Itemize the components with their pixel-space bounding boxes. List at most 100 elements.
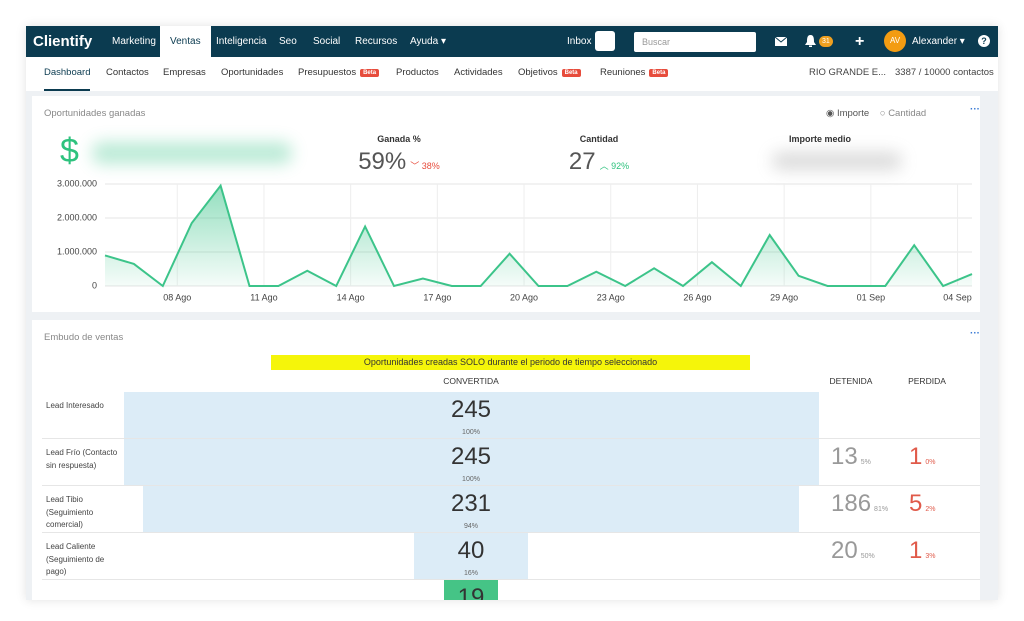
stat-value: 27 ︿ 92% xyxy=(519,148,679,176)
x-tick-label: 01 Sep xyxy=(857,292,886,302)
stage-label: Lead Tibio (Seguimiento comercial) xyxy=(46,495,94,529)
funnel-row: Lead Caliente (Seguimiento de pago) 40 16%… xyxy=(42,533,980,580)
bell-icon[interactable] xyxy=(805,35,816,47)
y-tick-label: 2.000.000 xyxy=(57,212,97,222)
x-tick-label: 08 Ago xyxy=(163,292,191,302)
tab-label: Empresas xyxy=(163,67,206,78)
stage-label: Lead Caliente (Seguimiento de pago) xyxy=(46,542,105,576)
tab-label: Contactos xyxy=(106,67,149,78)
mail-icon[interactable] xyxy=(775,37,787,47)
logo[interactable]: Clientify xyxy=(33,33,93,50)
stopped: 13 5% xyxy=(831,443,871,471)
converted-pct: 100% xyxy=(462,429,480,436)
nav-menu-item[interactable]: Ayuda ▾ xyxy=(410,36,446,47)
stopped-value: 186 xyxy=(831,490,872,517)
avatar[interactable]: AV xyxy=(884,30,906,52)
inbox-icon[interactable] xyxy=(595,31,615,51)
stat-label: Ganada % xyxy=(377,134,421,144)
blurred-amount xyxy=(772,152,902,170)
converted-pct: 100% xyxy=(462,476,480,483)
stopped-value: 20 xyxy=(831,537,858,564)
sub-nav-tab[interactable]: Productos xyxy=(396,57,439,91)
tab-label: Productos xyxy=(396,67,439,78)
nav-menu-item[interactable]: Ventas xyxy=(160,26,211,57)
stopped-pct: 50% xyxy=(860,553,875,560)
stat-change: ︿ 92% xyxy=(599,161,630,171)
beta-badge: Beta xyxy=(360,69,380,77)
stat: Importe medio xyxy=(740,134,900,144)
lost: 1 3% xyxy=(909,537,935,565)
sub-nav-tab[interactable]: Objetivos Beta xyxy=(518,57,581,91)
nav-menu-item[interactable]: Inteligencia xyxy=(216,36,267,47)
radio[interactable]: ◉ Importe xyxy=(826,108,870,119)
stopped: 20 50% xyxy=(831,537,875,565)
tab-label: Dashboard xyxy=(44,67,91,78)
help-icon[interactable]: ? xyxy=(978,35,990,47)
more-menu[interactable]: ··· xyxy=(970,328,980,339)
sub-nav-tab[interactable]: Actividades xyxy=(454,57,503,91)
search-input[interactable]: Buscar xyxy=(634,32,756,52)
nav-menu-item[interactable]: Recursos xyxy=(355,36,398,47)
notification-badge: 31 xyxy=(819,36,833,47)
currency-icon: $ xyxy=(60,132,79,170)
account-name: RIO GRANDE E... xyxy=(809,67,887,78)
column-header: CONVERTIDA xyxy=(443,376,499,386)
lost-pct: 2% xyxy=(925,506,936,513)
beta-badge: Beta xyxy=(649,69,669,77)
stage-label: Lead Interesado xyxy=(46,401,104,410)
stat-value: 59% ﹀ 38% xyxy=(319,148,479,176)
x-tick-label: 11 Ago xyxy=(250,292,277,302)
column-header: DETENIDA xyxy=(829,376,873,386)
stopped: 186 81% xyxy=(831,490,888,518)
inbox[interactable]: Inbox xyxy=(567,36,592,47)
more-menu[interactable]: ··· xyxy=(970,104,980,115)
lost-pct: 0% xyxy=(925,459,936,466)
stat-number: 59% xyxy=(358,148,407,175)
won-panel: Oportunidades ganadas ◉ Importe ○ Cantid… xyxy=(32,96,980,312)
converted-pct: 16% xyxy=(463,570,478,577)
nav-menu-item[interactable]: Social xyxy=(313,36,341,47)
tab-label: Oportunidades xyxy=(221,67,284,78)
x-tick-label: 17 Ago xyxy=(423,292,451,302)
stat-number: 27 xyxy=(568,148,596,175)
funnel-row: Lead Interesado 245 100% xyxy=(42,392,980,439)
funnel-row: Lead Tibio (Seguimiento comercial) 231 94%… xyxy=(42,486,980,533)
funnel-bar xyxy=(123,392,819,438)
notice-banner: Oportunidades creadas SOLO durante el pe… xyxy=(271,355,750,370)
line xyxy=(104,183,973,288)
nav-menu-item[interactable]: Seo xyxy=(279,36,297,47)
sub-nav-tab[interactable]: Empresas xyxy=(163,57,206,91)
chart: 0 1.000.000 2.000.000 3.000.000 08 Ago 11 Ago… xyxy=(57,178,973,302)
sub-nav-tab[interactable]: Presupuestos Beta xyxy=(298,57,380,91)
sub-nav-tab[interactable]: Dashboard xyxy=(44,57,91,91)
funnel-row: 19 xyxy=(42,580,980,600)
x-tick-label: 20 Ago xyxy=(510,292,538,302)
tab-label: Reuniones xyxy=(600,67,646,78)
funnel-bar xyxy=(123,439,819,485)
converted-pct: 94% xyxy=(463,523,478,530)
contacts-count: 3387 / 10000 contactos xyxy=(895,67,994,78)
sub-nav-tab[interactable]: Oportunidades xyxy=(221,57,283,91)
lost-value: 5 xyxy=(909,490,923,517)
add-icon[interactable]: + xyxy=(855,33,865,50)
stat-change: ﹀ 38% xyxy=(410,161,440,171)
radio-label: Importe xyxy=(836,108,870,119)
sub-nav-tab[interactable]: Reuniones Beta xyxy=(600,57,669,91)
stage-label: Lead Frío (Contacto sin respuesta) xyxy=(46,448,118,470)
x-tick-label: 04 Sep xyxy=(943,292,972,302)
radio-label: Cantidad xyxy=(888,108,927,119)
panel-title: Embudo de ventas xyxy=(44,332,124,343)
stopped-value: 13 xyxy=(831,443,858,470)
funnel-bar xyxy=(143,486,799,532)
x-tick-label: 14 Ago xyxy=(337,292,365,302)
y-tick-label: 0 xyxy=(92,280,97,290)
column-header: PERDIDA xyxy=(908,376,946,386)
sub-nav-tab[interactable]: Contactos xyxy=(106,57,149,91)
user-menu[interactable]: Alexander ▾ xyxy=(912,36,965,47)
nav-menu-item[interactable]: Marketing xyxy=(112,36,156,47)
sub-nav: RIO GRANDE E... 3387 / 10000 contactos D… xyxy=(26,57,998,91)
stopped-pct: 81% xyxy=(874,506,889,513)
x-tick-label: 23 Ago xyxy=(597,292,625,302)
radio[interactable]: ○ Cantidad xyxy=(879,108,927,119)
